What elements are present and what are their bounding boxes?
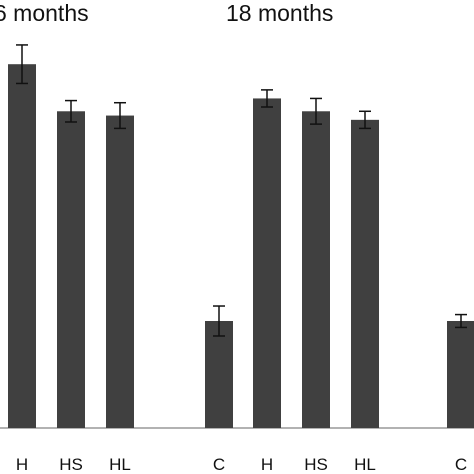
error-bar-2 xyxy=(114,101,126,130)
tick-label-6: HL xyxy=(354,455,376,474)
group-title-6-months: 6 months xyxy=(0,0,89,26)
bar-c-3 xyxy=(205,321,233,428)
bar-hs-5 xyxy=(302,111,330,428)
error-bar-1 xyxy=(65,99,77,123)
tick-label-5: HS xyxy=(304,455,328,474)
tick-label-2: HL xyxy=(109,455,131,474)
tick-labels-layer: H HS HL C H HS HL C xyxy=(16,455,467,474)
bar-hl-6 xyxy=(351,119,379,428)
tick-label-4: H xyxy=(261,455,273,474)
tick-label-7: C xyxy=(455,455,467,474)
group-title-18-months: 18 months xyxy=(226,0,333,26)
bar-hs-1 xyxy=(57,111,85,428)
error-bar-3 xyxy=(213,305,225,337)
error-bar-6 xyxy=(359,110,371,130)
tick-label-3: C xyxy=(213,455,225,474)
bar-c-7 xyxy=(447,321,474,428)
error-bar-4 xyxy=(261,89,273,108)
error-bar-0 xyxy=(16,44,28,85)
error-bar-7 xyxy=(455,313,467,329)
bars-layer xyxy=(8,64,474,428)
bar-hl-2 xyxy=(106,115,134,428)
tick-label-1: HS xyxy=(59,455,83,474)
tick-label-0: H xyxy=(16,455,28,474)
error-bars-layer xyxy=(16,44,467,337)
bar-h-4 xyxy=(253,98,281,428)
bar-h-0 xyxy=(8,64,36,428)
error-bar-5 xyxy=(310,97,322,125)
